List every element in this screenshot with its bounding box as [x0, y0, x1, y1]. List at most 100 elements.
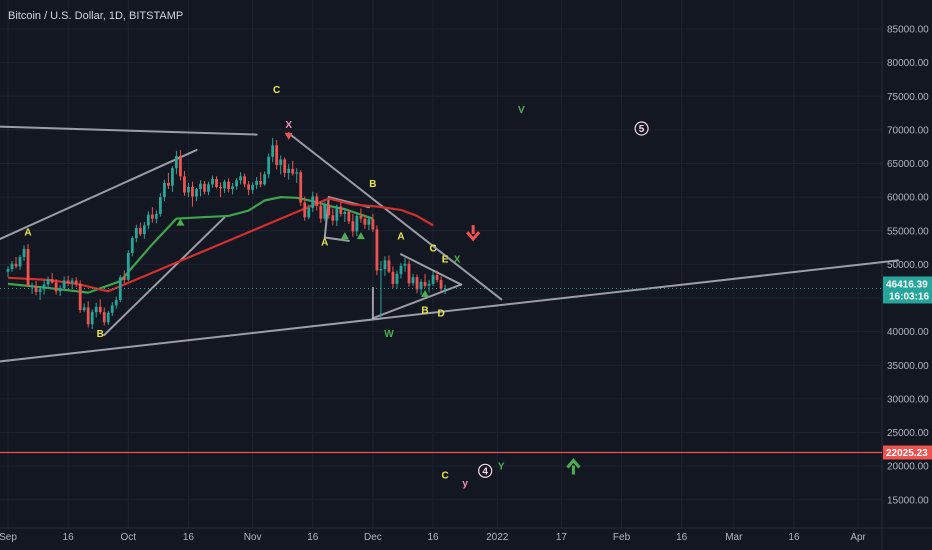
candle-body	[126, 252, 130, 280]
candle-body	[138, 228, 142, 235]
candle-body	[407, 263, 411, 284]
chart-title: Bitcoin / U.S. Dollar, 1D, BITSTAMP	[8, 10, 184, 22]
wave-label: V	[518, 105, 525, 116]
candle-body	[247, 184, 250, 190]
candle-body	[319, 205, 323, 219]
x-tick-label: Sep	[0, 532, 17, 543]
candle-body	[427, 283, 431, 286]
wave-label: X	[285, 120, 292, 131]
candle-body	[347, 211, 351, 222]
candle-body	[287, 168, 291, 173]
y-tick-label: 70000.00	[887, 125, 929, 136]
arrow-down-icon	[466, 225, 481, 242]
candle-body	[219, 187, 222, 189]
candle-body	[395, 273, 399, 284]
candle-body	[391, 271, 395, 284]
y-tick-label: 25000.00	[887, 428, 929, 439]
candle-body	[54, 282, 58, 292]
candle-body	[435, 275, 439, 280]
candle-body	[235, 180, 238, 187]
circled-label: 4	[482, 466, 488, 477]
trendline	[287, 132, 503, 301]
wave-label: B	[369, 179, 376, 190]
candle-body	[299, 172, 303, 203]
candle-body	[62, 280, 66, 288]
candle-body	[251, 185, 255, 190]
candle-body	[339, 206, 343, 214]
x-tick-label: 16	[427, 532, 439, 543]
candle-body	[42, 284, 46, 290]
candle-body	[355, 215, 359, 232]
candle-body	[102, 312, 106, 323]
candle-body	[158, 197, 162, 214]
y-tick-label: 85000.00	[887, 25, 929, 36]
arrow-head	[566, 458, 581, 469]
candle-body	[259, 180, 263, 185]
candle-body	[191, 187, 194, 197]
candle-body	[243, 176, 246, 185]
wave-label: X	[454, 254, 461, 265]
candle-body	[343, 211, 347, 214]
candle-body	[283, 159, 287, 173]
wave-label: E	[442, 254, 449, 265]
current-price-value: 46416.39	[886, 279, 928, 290]
x-tick-label: 17	[556, 532, 568, 543]
candle-body	[291, 168, 295, 174]
trendline	[371, 283, 463, 320]
candle-body	[66, 280, 70, 284]
candle-body	[223, 181, 226, 189]
y-tick-label: 20000.00	[887, 462, 929, 473]
candle-body	[207, 184, 210, 192]
trendline	[0, 149, 198, 241]
candle-body	[303, 202, 307, 218]
candle-body	[110, 305, 114, 313]
candle-body	[171, 168, 174, 186]
candle-body	[183, 176, 186, 193]
candle-body	[295, 172, 299, 174]
candle-body	[311, 196, 315, 208]
candle-body	[231, 186, 234, 190]
candle-body	[323, 204, 327, 219]
triangle-marker	[421, 289, 430, 297]
triangle-marker	[176, 218, 185, 226]
candle-body	[114, 300, 118, 306]
candle-body	[175, 156, 178, 169]
candle-body	[335, 206, 339, 221]
wave-label: A	[321, 238, 328, 249]
arrow-head	[466, 231, 481, 242]
candle-body	[267, 156, 271, 175]
candle-body	[98, 306, 102, 313]
wave-label: B	[97, 329, 104, 340]
candle-body	[363, 218, 367, 225]
candle-body	[411, 277, 415, 284]
candle-body	[22, 248, 26, 257]
wave-label: C	[273, 85, 280, 96]
candle-body	[211, 178, 214, 185]
candle-body	[371, 219, 375, 230]
current-price-badge	[883, 276, 932, 304]
candle-body	[78, 283, 82, 311]
circled-label-ring	[634, 121, 649, 136]
price-countdown: 16:03:16	[889, 291, 929, 302]
y-tick-label: 50000.00	[887, 260, 929, 271]
trendline	[323, 236, 350, 242]
x-tick-label: Nov	[244, 532, 262, 543]
candle-body	[142, 225, 146, 235]
candle-body	[58, 287, 62, 292]
candle-body	[187, 187, 190, 193]
candle-body	[134, 228, 138, 239]
candle-body	[239, 176, 242, 181]
y-tick-label: 75000.00	[887, 92, 929, 103]
candle-body	[263, 174, 267, 185]
candle-body	[50, 279, 54, 283]
candle-body	[279, 159, 283, 165]
triangle-marker	[340, 232, 349, 240]
candle-body	[367, 219, 371, 225]
candle-body	[74, 280, 78, 284]
candle-body	[106, 312, 110, 323]
wave-label: A	[397, 232, 404, 243]
candle-body	[375, 229, 379, 271]
candle-body	[150, 214, 154, 219]
